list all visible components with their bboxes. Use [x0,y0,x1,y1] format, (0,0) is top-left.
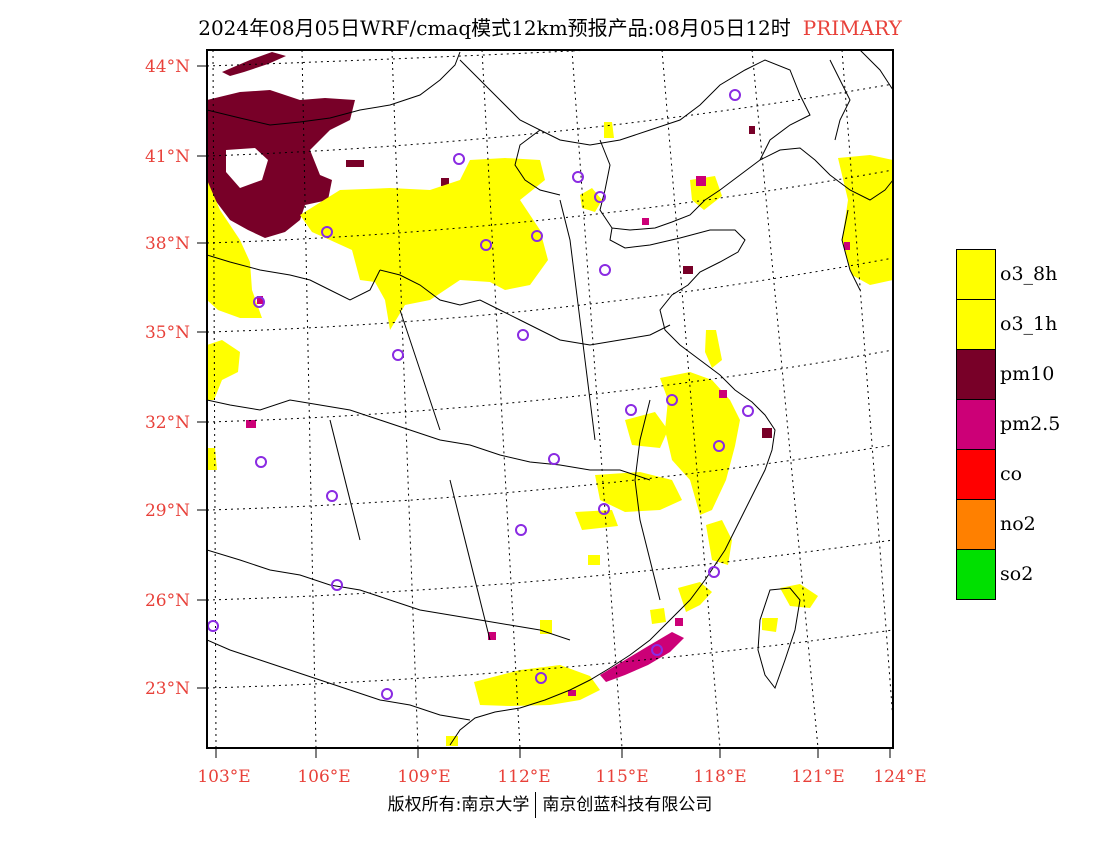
axis-ticks [197,65,891,758]
lon-label-115: 115°E [595,767,648,787]
copyright-owner: 版权所有:南京大学 [387,795,530,815]
latitude-labels: 44°N 41°N 38°N 35°N 32°N 29°N 26°N 23°N [145,57,190,699]
lon-label-124: 124°E [873,767,926,787]
lat-label-44: 44°N [145,57,190,77]
legend-swatch [956,349,996,400]
lon-label-112: 112°E [497,767,550,787]
lon-label-106: 106°E [297,767,350,787]
o3-patches [207,122,893,746]
longitude-labels: 103°E 106°E 109°E 112°E 115°E 118°E 121°… [197,767,926,787]
pm10-holes [226,148,268,188]
map-frame [206,49,894,749]
lat-label-23: 23°N [145,679,190,699]
copyright-footer: 版权所有:南京大学 南京创蓝科技有限公司 [0,790,1100,818]
map-content [207,50,893,748]
pm25-patches [246,176,850,696]
lat-label-35: 35°N [145,323,190,343]
legend-swatch [956,249,996,300]
legend-label: o3_1h [1000,313,1058,335]
boundaries [207,50,893,746]
pm10-patches [207,52,772,696]
lon-label-121: 121°E [791,767,844,787]
lat-label-41: 41°N [145,147,190,167]
lon-label-109: 109°E [397,767,450,787]
station-markers [207,89,754,700]
legend-swatch [956,399,996,450]
legend-swatch [956,499,996,550]
lon-label-103: 103°E [197,767,250,787]
lat-label-26: 26°N [145,591,190,611]
title-text: 2024年08月05日WRF/cmaq模式12km预报产品:08月05日12时 [198,16,791,40]
graticule-longitude [212,50,893,748]
legend-label: co [1000,463,1023,485]
legend-swatch [956,299,996,350]
legend-swatch [956,449,996,500]
map-title: 2024年08月05日WRF/cmaq模式12km预报产品:08月05日12时 P… [0,12,1100,41]
legend-swatch [956,549,996,600]
lon-label-118: 118°E [693,767,746,787]
lat-label-29: 29°N [145,501,190,521]
lat-label-38: 38°N [145,234,190,254]
lat-label-32: 32°N [145,413,190,433]
footer-separator [535,792,537,818]
graticule-latitude [207,50,893,689]
legend-label: o3_8h [1000,263,1058,285]
legend-label: pm10 [1000,363,1055,385]
legend-label: no2 [1000,513,1036,535]
legend-label: so2 [1000,563,1034,585]
copyright-company: 南京创蓝科技有限公司 [542,795,713,815]
legend-label: pm2.5 [1000,413,1061,435]
mode-label: PRIMARY [802,16,902,40]
